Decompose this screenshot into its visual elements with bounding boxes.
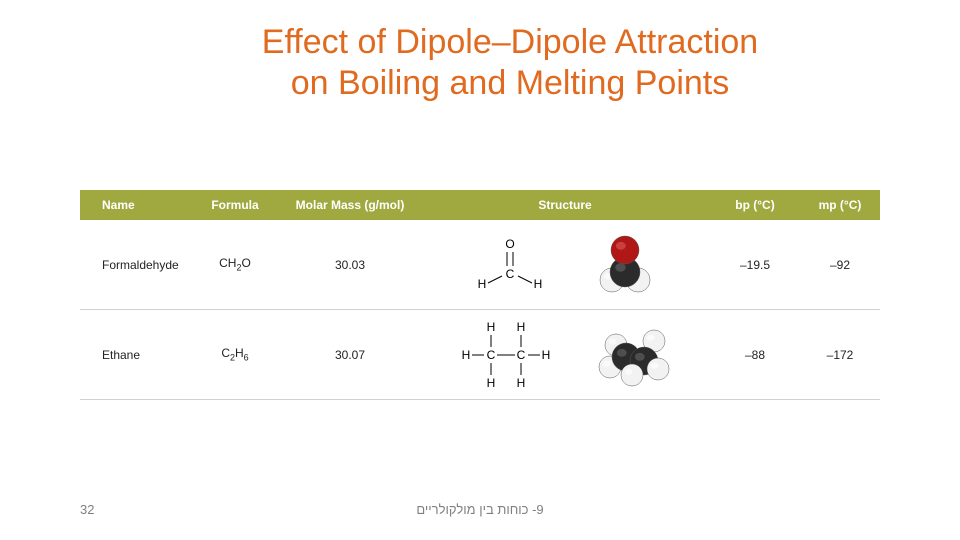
page-number: 32 — [80, 502, 94, 517]
th-name: Name — [80, 198, 190, 212]
svg-text:C: C — [506, 267, 515, 281]
lewis-structure: C C H H H H H H — [456, 317, 556, 393]
cell-mass: 30.07 — [280, 348, 420, 362]
svg-text:C: C — [487, 348, 496, 362]
th-bp: bp (°C) — [710, 198, 800, 212]
th-mp: mp (°C) — [800, 198, 880, 212]
table-header: Name Formula Molar Mass (g/mol) Structur… — [80, 190, 880, 220]
properties-table: Name Formula Molar Mass (g/mol) Structur… — [80, 190, 880, 400]
slide-title: Effect of Dipole–Dipole Attraction on Bo… — [120, 22, 900, 104]
table-body: Formaldehyde CH2O 30.03 O C H H — [80, 220, 880, 400]
cell-formula: C2H6 — [190, 346, 280, 362]
svg-text:C: C — [517, 348, 526, 362]
space-filling-model — [596, 321, 674, 389]
cell-mp: –172 — [800, 348, 880, 362]
model-ethane — [596, 321, 674, 389]
cell-name: Formaldehyde — [80, 258, 190, 272]
cell-bp: –19.5 — [710, 258, 800, 272]
lewis-structure: O C H H — [470, 236, 550, 294]
th-formula: Formula — [190, 198, 280, 212]
svg-text:H: H — [517, 376, 526, 390]
cell-structure: O C H H — [420, 232, 710, 298]
table-row: Ethane C2H6 30.07 C C H H H H H H — [80, 310, 880, 400]
cell-name: Ethane — [80, 348, 190, 362]
svg-text:H: H — [487, 320, 496, 334]
svg-text:H: H — [487, 376, 496, 390]
table-row: Formaldehyde CH2O 30.03 O C H H — [80, 220, 880, 310]
th-structure: Structure — [420, 198, 710, 212]
title-line2: on Boiling and Melting Points — [291, 64, 730, 102]
lewis-formaldehyde: O C H H — [470, 236, 550, 294]
cell-mass: 30.03 — [280, 258, 420, 272]
svg-text:H: H — [534, 277, 543, 291]
svg-text:H: H — [462, 348, 471, 362]
space-filling-model — [590, 232, 660, 298]
slide-footer: 32 9- כוחות בין מולקולריים — [0, 502, 960, 522]
svg-text:O: O — [505, 237, 514, 251]
svg-text:H: H — [478, 277, 487, 291]
title-line1: Effect of Dipole–Dipole Attraction — [262, 23, 758, 61]
lewis-ethane: C C H H H H H H — [456, 317, 556, 393]
cell-bp: –88 — [710, 348, 800, 362]
cell-formula: CH2O — [190, 256, 280, 272]
model-formaldehyde — [590, 232, 660, 298]
cell-structure: C C H H H H H H — [420, 317, 710, 393]
svg-text:H: H — [542, 348, 551, 362]
svg-text:H: H — [517, 320, 526, 334]
cell-mp: –92 — [800, 258, 880, 272]
th-mass: Molar Mass (g/mol) — [280, 198, 420, 212]
footer-text: 9- כוחות בין מולקולריים — [416, 502, 543, 517]
